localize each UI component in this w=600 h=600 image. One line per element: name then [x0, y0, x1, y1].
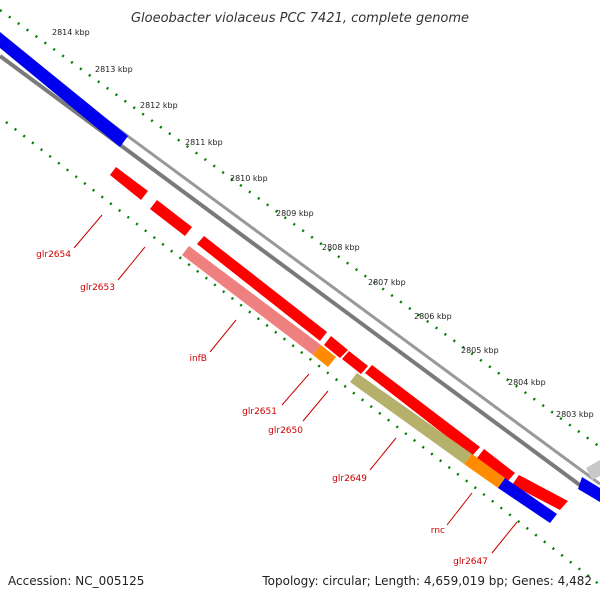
- tick-label: 2807 kbp: [368, 278, 406, 287]
- forward-gene-blue-top: [0, 32, 128, 147]
- leader-glr2654: [73, 214, 103, 249]
- gene-infB: [197, 236, 327, 341]
- tick-label: 2806 kbp: [414, 312, 452, 321]
- gene-rnc: [477, 449, 515, 481]
- tick-label: 2810 kbp: [230, 174, 268, 183]
- feature-glr2647-blue: [498, 478, 557, 523]
- tick-label: 2804 kbp: [508, 378, 546, 387]
- leader-glr2649: [369, 437, 397, 471]
- gene-label: glr2651: [242, 407, 277, 417]
- leader-infB: [209, 319, 237, 353]
- gene-label: glr2653: [80, 283, 115, 293]
- leader-glr2651: [281, 373, 310, 406]
- feature-infB-rna: [182, 246, 321, 355]
- tick-label: 2812 kbp: [140, 101, 178, 110]
- tick-label: 2803 kbp: [556, 410, 594, 419]
- gene-label: glr2649: [332, 474, 367, 484]
- tick-label: 2813 kbp: [95, 65, 133, 74]
- genome-info-label: Topology: circular; Length: 4,659,019 bp…: [262, 574, 592, 588]
- leader-glr2653: [117, 246, 146, 281]
- leader-rnc: [446, 492, 473, 526]
- tick-label: 2809 kbp: [276, 209, 314, 218]
- tick-label: 2814 kbp: [52, 28, 90, 37]
- gene-glr2653: [150, 200, 192, 236]
- inner-dotted-ring: [5, 121, 600, 586]
- accession-label: Accession: NC_005125: [8, 574, 145, 588]
- tick-label: 2808 kbp: [322, 243, 360, 252]
- gene-label: glr2647: [453, 557, 488, 567]
- leader-glr2650: [302, 390, 329, 422]
- feature-rnc-orange: [464, 454, 505, 488]
- gene-label: infB: [189, 354, 207, 364]
- map-title: Gloeobacter violaceus PCC 7421, complete…: [131, 11, 469, 26]
- gene-glr2654: [110, 167, 148, 200]
- forward-gene-blue-right: [578, 477, 600, 502]
- gene-glr2647: [512, 475, 568, 510]
- forward-gene-grey-right: [586, 460, 600, 480]
- tick-label: 2811 kbp: [185, 138, 223, 147]
- gene-glr2649: [365, 365, 480, 456]
- gene-glr2650: [342, 351, 368, 374]
- gene-label: rnc: [431, 526, 445, 536]
- feature-glr2649-olive: [350, 373, 472, 464]
- gene-glr2651: [324, 336, 348, 358]
- leader-glr2647: [491, 521, 518, 554]
- gene-label: glr2654: [36, 250, 71, 260]
- tick-label: 2805 kbp: [461, 346, 499, 355]
- gene-label: glr2650: [268, 426, 303, 436]
- feature-infB-orange: [313, 345, 336, 367]
